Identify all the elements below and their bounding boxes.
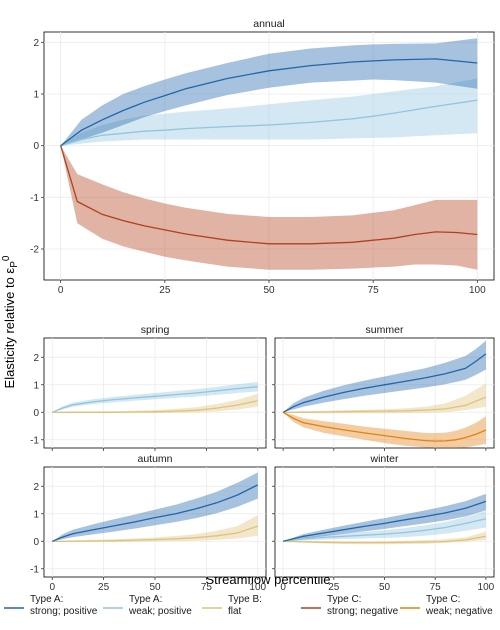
y-tick-label: 0: [33, 141, 39, 152]
legend-item-A_strong: Type A:strong; positive: [4, 594, 98, 617]
x-tick-label: 75: [201, 582, 213, 593]
line-B_flat: [283, 535, 487, 544]
panel-annual: annual -2 -1 0 1 2 0 25 50 75 100: [30, 18, 495, 296]
legend-label-line1: Type B:: [228, 594, 262, 605]
line-A_strong: [51, 484, 259, 542]
legend-label-line2: weak; negative: [425, 606, 493, 617]
x-tick-label: 25: [159, 285, 171, 296]
series-group-annual: [60, 38, 478, 270]
legend-label-line2: weak; positive: [128, 606, 192, 617]
ribbon-A_strong: [283, 493, 486, 542]
line-A_strong: [282, 500, 487, 542]
ribbon-B_flat: [283, 531, 486, 545]
legend-label-line1: Type A:: [30, 594, 63, 605]
series-group-autumn: [51, 472, 259, 543]
y-tick-label: 0: [33, 537, 39, 548]
y-tick-label: 0: [33, 408, 39, 419]
panel-title-autumn: autumn: [137, 453, 172, 465]
x-tick-label: 100: [469, 285, 486, 296]
y-tick-label: -1: [30, 193, 39, 204]
x-tick-label: 25: [98, 582, 110, 593]
panel-summer: summer: [272, 324, 495, 451]
y-tick-label: 2: [33, 482, 39, 493]
panel-spring: spring -1 0 1 2: [30, 324, 267, 451]
panel-title-spring: spring: [141, 324, 170, 336]
line-B_flat: [52, 400, 258, 413]
x-tick-label: 50: [263, 285, 275, 296]
x-tick-label: 75: [368, 285, 380, 296]
ribbon-A_weak: [283, 511, 486, 542]
legend-item-C_weak: Type C:weak; negative: [400, 594, 493, 617]
ribbon-A_strong: [52, 472, 258, 542]
panel-winter: winter 0 25 50 75 100: [272, 453, 495, 593]
x-tick-label: 50: [379, 582, 391, 593]
legend-label-line2: strong; positive: [30, 606, 98, 617]
y-tick-label: 2: [33, 353, 39, 364]
grid-annual: [44, 32, 494, 280]
ribbon-A_weak: [60, 78, 478, 146]
x-tick-label: 50: [149, 582, 161, 593]
legend-label-line1: Type C:: [426, 594, 460, 605]
x-tick-label: 25: [328, 582, 340, 593]
line-A_weak: [60, 99, 478, 147]
panel-title-winter: winter: [369, 453, 399, 465]
legend-label-line1: Type A:: [129, 594, 162, 605]
ribbon-B_flat: [283, 383, 486, 414]
ribbon-A_weak: [52, 382, 258, 413]
line-B_flat: [283, 396, 487, 413]
y-axis-title-sub: P: [9, 261, 20, 268]
grid-winter: [275, 467, 494, 577]
x-tick-label: 0: [49, 582, 55, 593]
series-group-winter: [282, 493, 487, 545]
panel-title-summer: summer: [366, 324, 404, 336]
line-A_weak: [283, 518, 487, 542]
legend-label-line2: strong; negative: [327, 606, 399, 617]
y-tick-label: 1: [33, 380, 39, 391]
legend-item-A_weak: Type A:weak; positive: [103, 594, 192, 617]
x-tick-label: 100: [249, 582, 266, 593]
line-B_flat: [52, 525, 259, 542]
y-axis-title-sup: 0: [1, 255, 12, 261]
series-group-summer: [282, 340, 487, 448]
panel-title-annual: annual: [253, 18, 285, 30]
ribbon-C_weak: [283, 412, 486, 448]
y-tick-label: 2: [33, 38, 39, 49]
line-A_strong: [60, 58, 478, 147]
y-axis-title-main: Elasticity relative to ε: [2, 268, 17, 389]
y-tick-label: 1: [33, 90, 39, 101]
legend-label-line2: flat: [228, 606, 242, 617]
legend-item-C_strong: Type C:strong; negative: [301, 594, 399, 617]
y-tick-label: -2: [30, 245, 39, 256]
y-axis-title: Elasticity relative to εP0: [1, 255, 20, 388]
x-tick-label: 0: [58, 285, 64, 296]
y-tick-label: -1: [30, 435, 39, 446]
line-A_weak: [51, 386, 258, 413]
ribbon-C_strong: [60, 145, 478, 270]
ribbon-B_flat: [52, 515, 258, 543]
legend-label-line1: Type C:: [327, 594, 361, 605]
line-A_strong: [282, 353, 487, 413]
line-C_weak: [282, 411, 487, 442]
panel-autumn: autumn -1 0 1 2 0 25 50 75 100: [30, 453, 266, 593]
y-tick-label: 1: [33, 509, 39, 520]
legend-item-B_flat: Type B:flat: [202, 594, 262, 617]
x-tick-label: 0: [280, 582, 286, 593]
x-tick-label: 75: [430, 582, 442, 593]
x-tick-label: 100: [478, 582, 495, 593]
ribbon-B_flat: [52, 393, 258, 414]
y-tick-label: -1: [30, 564, 39, 575]
line-C_strong: [60, 145, 478, 245]
ribbon-A_strong: [60, 38, 478, 146]
series-group-spring: [51, 382, 258, 414]
